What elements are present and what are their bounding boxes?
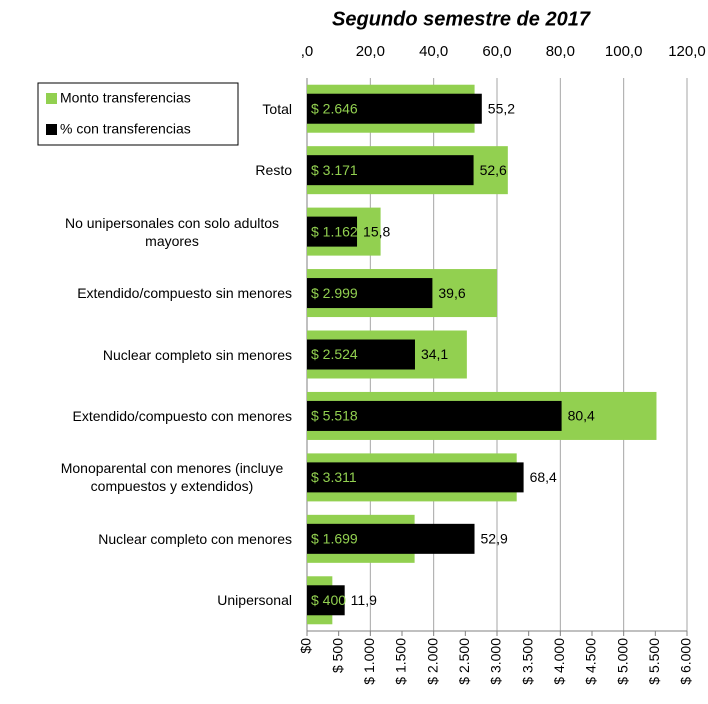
chart-title: Segundo semestre de 2017 xyxy=(332,8,591,30)
data-label: 52,6 xyxy=(480,162,507,178)
data-label: $ 5.518 xyxy=(311,408,358,424)
data-label: 11,9 xyxy=(351,592,377,608)
x-tick-label: $ 1.500 xyxy=(393,638,409,685)
y-tick-label: Total xyxy=(262,100,292,117)
x2-tick-label: 100,0 xyxy=(605,43,643,60)
y-tick-label: Nuclear completo sin menores xyxy=(102,346,292,363)
data-label: 34,1 xyxy=(421,346,448,362)
data-label: $ 3.311 xyxy=(311,469,357,485)
data-label: $ 2.524 xyxy=(311,346,358,362)
bar xyxy=(307,462,524,493)
data-label: $ 400 xyxy=(311,592,346,608)
y-tick-label: Extendido/compuesto sin menores xyxy=(77,285,292,302)
y-tick-label: Resto xyxy=(255,162,292,179)
x-tick-label: $ 2.000 xyxy=(424,638,440,685)
x-tick-label: $ 4.000 xyxy=(551,638,567,685)
x2-tick-label: 20,0 xyxy=(356,43,385,60)
bar xyxy=(307,400,562,431)
x-tick-label: $ 5.000 xyxy=(614,638,630,685)
x2-tick-label: 80,0 xyxy=(546,43,575,60)
bar xyxy=(307,339,415,370)
x-tick-label: $ 4.500 xyxy=(583,638,599,685)
data-label: $ 3.171 xyxy=(311,162,358,178)
data-label: 55,2 xyxy=(488,100,515,116)
legend-label: Monto transferencias xyxy=(60,90,191,106)
data-label: 52,9 xyxy=(481,531,508,547)
x-tick-label: $ 500 xyxy=(329,638,345,673)
bar xyxy=(307,155,474,186)
legend-swatch xyxy=(46,124,57,135)
legend-box xyxy=(37,82,239,146)
data-label: 39,6 xyxy=(438,285,465,301)
bar xyxy=(307,278,433,309)
y-tick-label: Monoparental con menores (incluye compue… xyxy=(60,460,284,495)
x2-tick-label: 120,0 xyxy=(668,43,706,60)
x-tick-label: $ 6.000 xyxy=(678,638,694,685)
legend-swatch xyxy=(46,93,57,104)
y-tick-label: No unipersonales con solo adultos mayore… xyxy=(64,214,280,249)
data-label: $ 2.646 xyxy=(311,100,358,116)
x-tick-label: $ 1.000 xyxy=(361,638,377,685)
data-label: $ 2.999 xyxy=(311,285,358,301)
x-tick-label: $ 2.500 xyxy=(456,638,472,685)
data-label: 15,8 xyxy=(363,223,390,239)
x-tick-label: $ 3.500 xyxy=(519,638,535,685)
x-tick-label: $ 3.000 xyxy=(488,638,504,685)
x2-tick-label: 40,0 xyxy=(419,43,448,60)
bar xyxy=(307,585,345,616)
bar xyxy=(307,216,358,247)
data-label: $ 1.699 xyxy=(311,531,358,547)
bar xyxy=(307,93,482,124)
data-label: 68,4 xyxy=(530,469,557,485)
bar xyxy=(307,523,475,554)
x-tick-label: $ 5.500 xyxy=(646,638,662,685)
x2-tick-label: 60,0 xyxy=(482,43,511,60)
x-tick-label: $0 xyxy=(298,638,314,654)
data-label: 80,4 xyxy=(568,408,595,424)
y-tick-label: Nuclear completo con menores xyxy=(98,530,292,547)
data-label: $ 1.162 xyxy=(311,223,358,239)
y-tick-label: Extendido/compuesto con menores xyxy=(72,407,292,424)
legend-label: % con transferencias xyxy=(60,121,191,137)
y-tick-label: Unipersonal xyxy=(217,592,292,609)
x2-tick-label: ,0 xyxy=(301,43,314,60)
